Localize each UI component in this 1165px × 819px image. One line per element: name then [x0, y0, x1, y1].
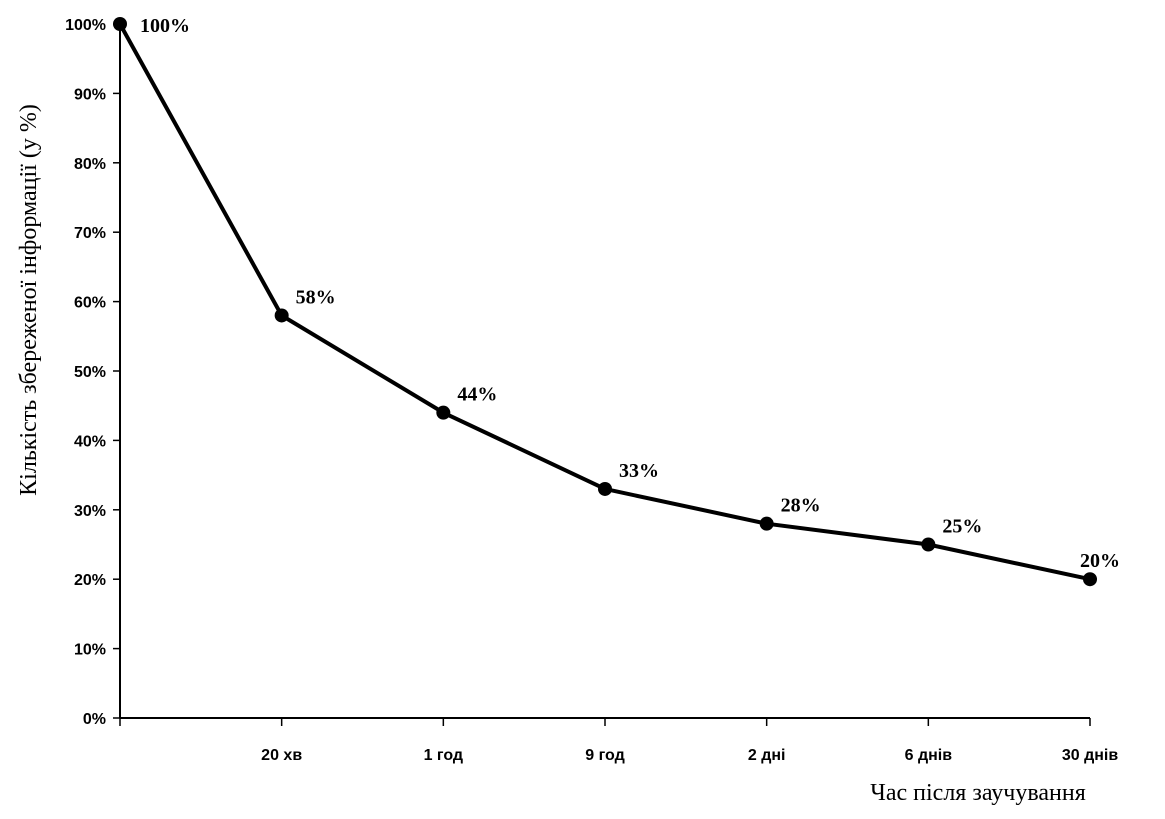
- y-tick-label: 40%: [74, 433, 106, 450]
- y-tick-label: 20%: [74, 572, 106, 589]
- data-point: [274, 308, 289, 323]
- y-tick-label: 0%: [83, 711, 106, 728]
- y-tick-label: 50%: [74, 364, 106, 381]
- data-point: [436, 405, 451, 420]
- y-tick-label: 60%: [74, 295, 106, 312]
- x-axis: 20 хв 1 год 9 год 2 дні 6 днів 30 днів: [119, 717, 1119, 764]
- y-tick-label: 70%: [74, 225, 106, 242]
- y-axis: 0% 10% 20% 30% 40% 50% 60% 70% 80% 90% 100%: [65, 17, 121, 728]
- data-point: [113, 17, 127, 31]
- y-tick-label: 100%: [65, 17, 106, 34]
- data-label: 100%: [140, 15, 190, 37]
- x-tick-label: 30 днів: [1062, 747, 1119, 764]
- data-point: [759, 516, 774, 531]
- data-label: 44%: [457, 384, 497, 406]
- x-tick-label: 20 хв: [261, 747, 302, 764]
- x-tick-label: 2 дні: [748, 747, 786, 764]
- data-label: 20%: [1080, 550, 1120, 572]
- x-tick-label: 6 днів: [905, 747, 953, 764]
- x-tick-label: 9 год: [585, 747, 625, 764]
- x-tick-label: 1 год: [424, 747, 464, 764]
- data-label: 25%: [942, 516, 982, 538]
- x-axis-title: Час після заучування: [870, 780, 1085, 806]
- data-label: 58%: [296, 286, 336, 308]
- y-tick-label: 30%: [74, 503, 106, 520]
- y-tick-label: 90%: [74, 86, 106, 103]
- data-label: 33%: [619, 460, 659, 482]
- y-axis-title: Кількість збереженої інформації (у %): [16, 104, 42, 496]
- data-point: [1083, 572, 1097, 587]
- series: 100% 58% 44% 33% 28% 25% 20%: [113, 15, 1120, 587]
- y-tick-label: 10%: [74, 642, 106, 659]
- data-label: 28%: [781, 495, 821, 517]
- data-point: [921, 537, 936, 552]
- y-tick-label: 80%: [74, 156, 106, 173]
- data-point: [598, 481, 612, 496]
